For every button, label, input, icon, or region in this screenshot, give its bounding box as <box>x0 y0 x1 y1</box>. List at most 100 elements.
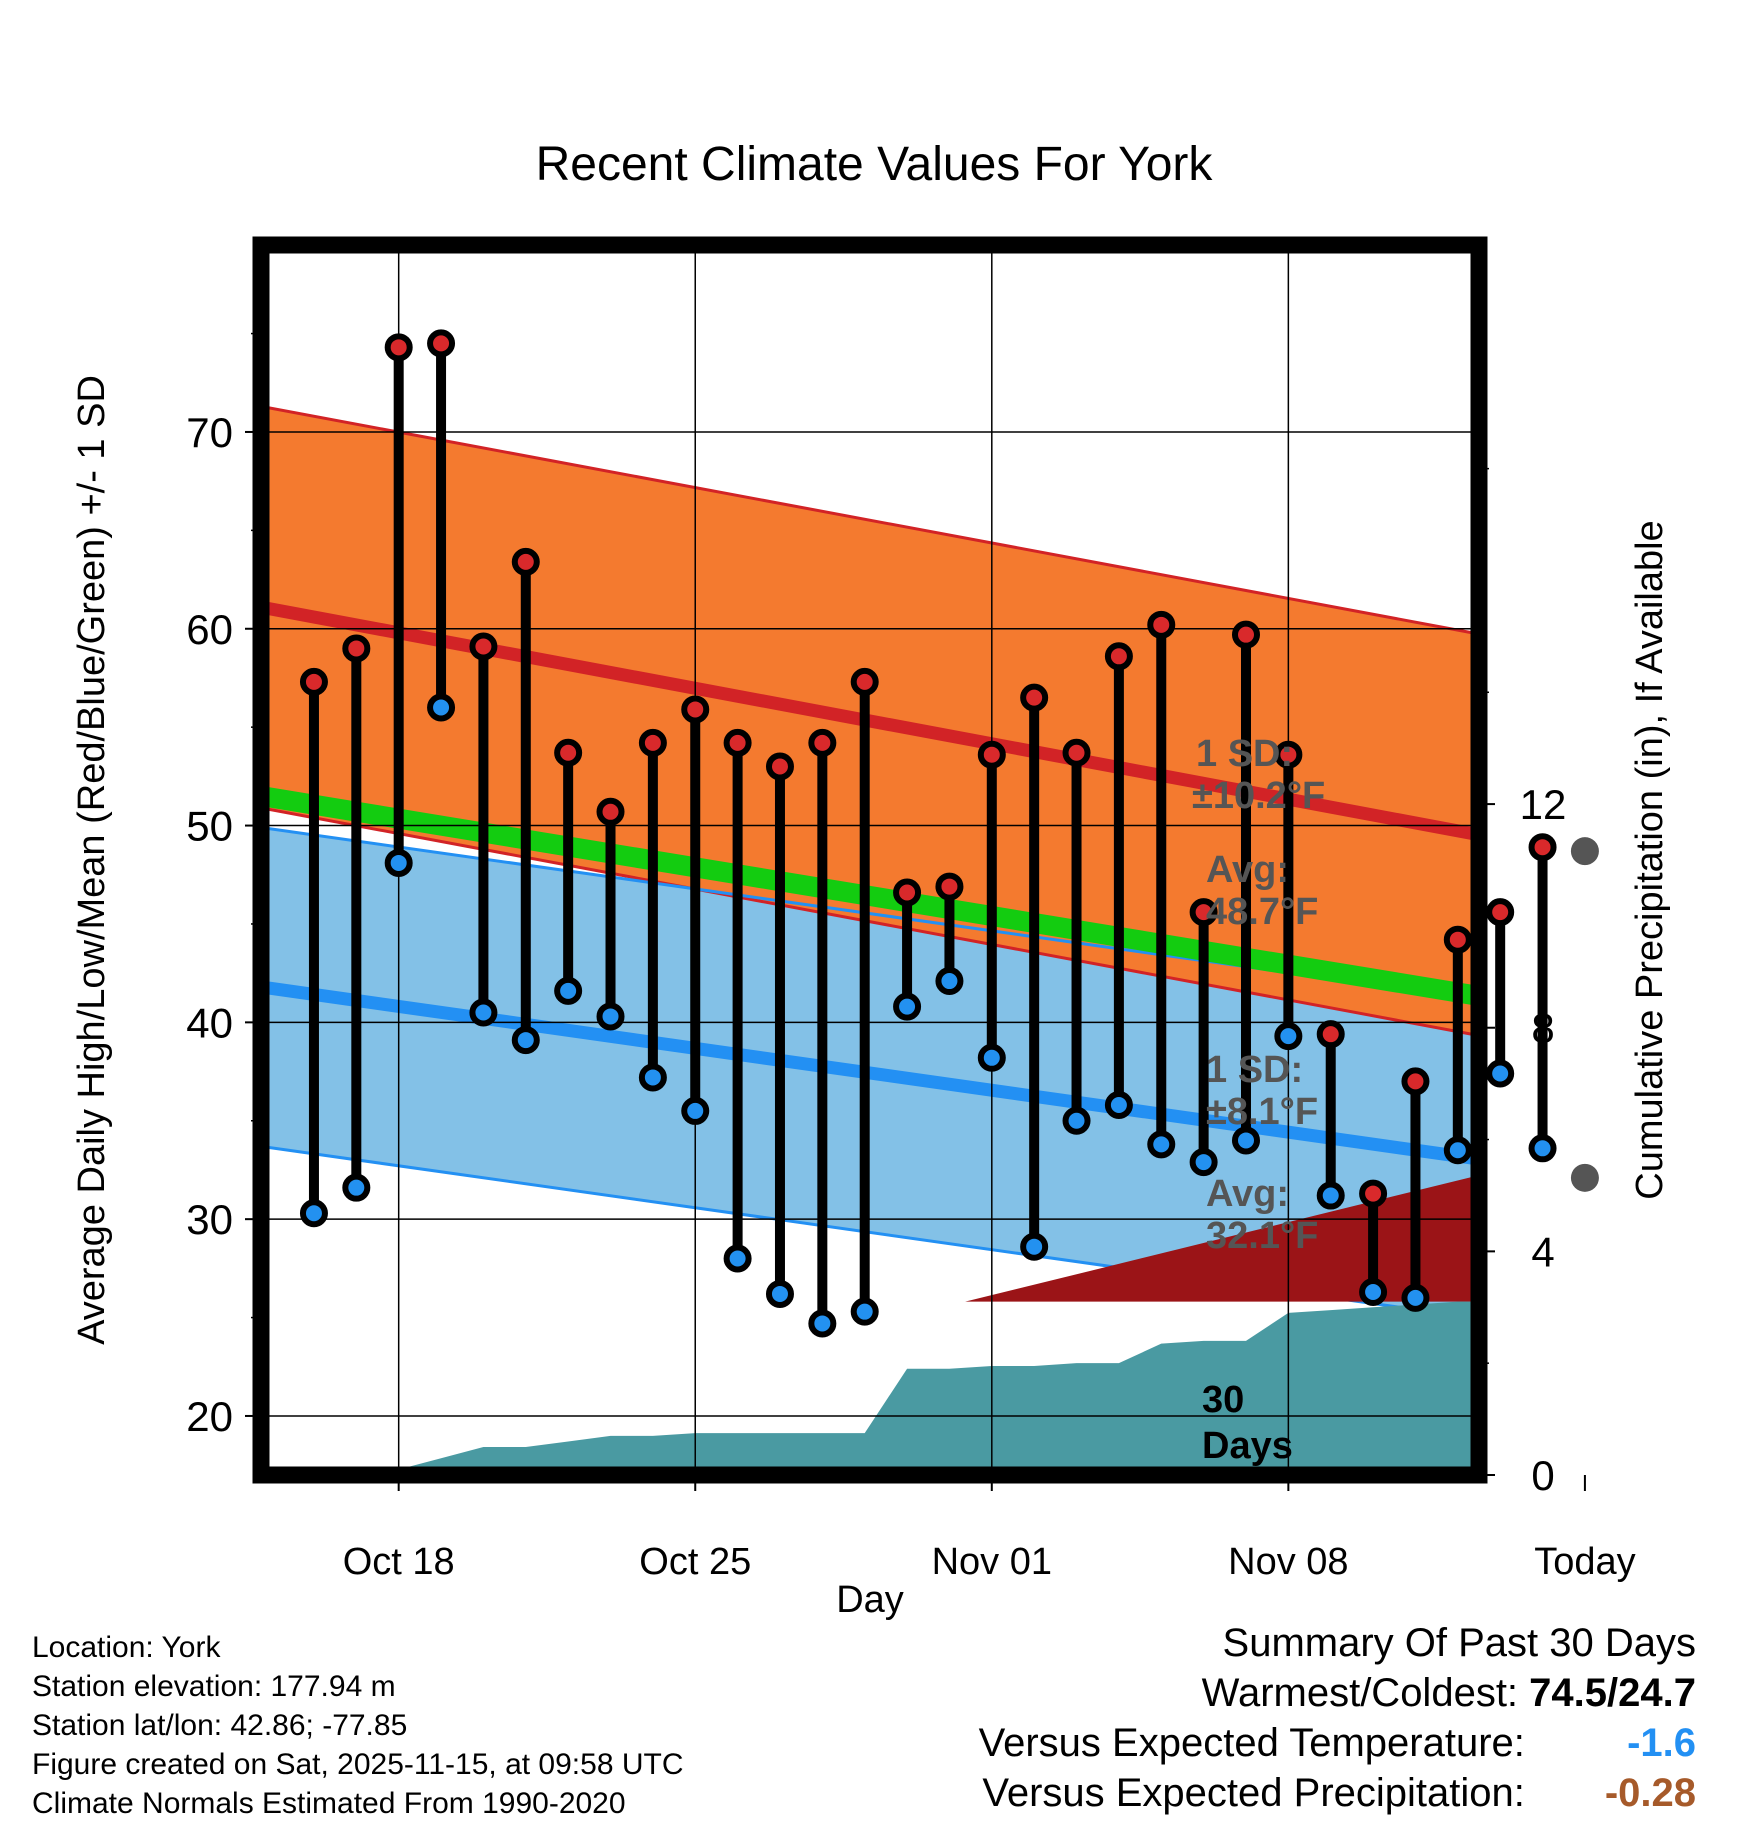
daily-low-marker <box>723 1244 752 1273</box>
daily-high-marker <box>681 695 710 724</box>
daily-high-marker <box>511 547 540 576</box>
daily-high-marker <box>1231 620 1260 649</box>
precip-deficit-wedge <box>965 1175 1479 1302</box>
daily-low-marker <box>638 1063 667 1092</box>
low-sd-value: ±8.1°F <box>1206 1091 1318 1133</box>
daily-low-marker <box>427 693 456 722</box>
chart-title: Recent Climate Values For York <box>536 138 1214 191</box>
warm-cold-row: Warmest/Coldest: 74.5/24.7 <box>979 1668 1696 1718</box>
daily-low-marker <box>935 967 964 996</box>
precip-anomaly-value: -0.28 <box>1604 1771 1696 1815</box>
temp-anomaly-label: Versus Expected Temperature: <box>978 1721 1525 1765</box>
daily-low-marker <box>1528 1134 1557 1163</box>
days-count-label: 30 <box>1202 1379 1244 1421</box>
x-axis-label: Day <box>836 1579 904 1620</box>
high-sd-value: ±10.2°F <box>1192 775 1325 817</box>
location-text: Location: York <box>32 1631 221 1664</box>
daily-low-marker <box>1231 1126 1260 1155</box>
daily-low-marker <box>1401 1283 1430 1312</box>
daily-low-marker <box>1062 1106 1091 1135</box>
y-tick-label: 30 <box>186 1196 233 1243</box>
y2-tick-label: 0 <box>1531 1452 1554 1499</box>
daily-high-marker <box>977 740 1006 769</box>
x-tick-label: Nov 08 <box>1228 1541 1348 1583</box>
y2-axis-label: Cumulative Precipitation (in), If Availa… <box>1629 520 1671 1199</box>
daily-high-marker <box>850 667 879 696</box>
daily-high-marker <box>1104 642 1133 671</box>
daily-low-marker <box>342 1173 371 1202</box>
daily-high-marker <box>935 872 964 901</box>
daily-high-marker <box>808 728 837 757</box>
daily-high-marker <box>1359 1179 1388 1208</box>
daily-high-marker <box>893 878 922 907</box>
daily-low-marker <box>1104 1091 1133 1120</box>
daily-low-marker <box>554 976 583 1005</box>
daily-high-marker <box>469 632 498 661</box>
daily-low-marker <box>977 1043 1006 1072</box>
daily-low-marker <box>765 1279 794 1308</box>
daily-high-marker <box>765 752 794 781</box>
created-text: Figure created on Sat, 2025-11-15, at 09… <box>32 1748 684 1781</box>
elevation-text: Station elevation: 177.94 m <box>32 1670 396 1703</box>
low-avg-value: 32.1°F <box>1206 1215 1318 1257</box>
daily-low-marker <box>1486 1059 1515 1088</box>
precip-area <box>377 1301 1479 1475</box>
daily-high-marker <box>342 634 371 663</box>
y-tick-label: 20 <box>186 1393 233 1440</box>
days-unit-label: Days <box>1202 1425 1293 1467</box>
y-tick-label: 60 <box>186 606 233 653</box>
y2-tick-label: 12 <box>1520 781 1567 828</box>
high-sd-upper-edge <box>261 404 1479 636</box>
daily-low-marker <box>1359 1277 1388 1306</box>
daily-low-marker <box>384 848 413 877</box>
climate-chart: Recent Climate Values For York 203040506… <box>71 138 1671 1620</box>
daily-high-marker <box>1528 833 1557 862</box>
today-low-avg-marker <box>1570 1163 1599 1192</box>
data-marks <box>299 329 1557 1338</box>
station-info: Location: York Station elevation: 177.94… <box>32 1628 684 1823</box>
y-tick-label: 50 <box>186 803 233 850</box>
warm-cold-value: 74.5/24.7 <box>1529 1671 1696 1715</box>
x-tick-label: Today <box>1534 1541 1635 1583</box>
plot-frame <box>252 236 1488 1484</box>
daily-high-marker <box>1147 610 1176 639</box>
latlon-text: Station lat/lon: 42.86; -77.85 <box>32 1709 408 1742</box>
daily-high-marker <box>1274 740 1303 769</box>
y-axis-label: Average Daily High/Low/Mean (Red/Blue/Gr… <box>71 375 113 1345</box>
daily-low-marker <box>1274 1022 1303 1051</box>
precip-anomaly-label: Versus Expected Precipitation: <box>982 1771 1525 1815</box>
temp-anomaly-row: Versus Expected Temperature: -1.6 <box>979 1718 1696 1768</box>
daily-low-marker <box>850 1297 879 1326</box>
temp-anomaly-value: -1.6 <box>1627 1721 1696 1765</box>
daily-high-marker <box>299 667 328 696</box>
mean-normal-line <box>261 786 1479 1007</box>
high-sd-label: 1 SD: <box>1196 733 1293 775</box>
daily-high-marker <box>1189 898 1218 927</box>
high-normal-line <box>261 600 1479 842</box>
summary-panel: Summary Of Past 30 Days Warmest/Coldest:… <box>979 1618 1696 1818</box>
high-avg-label: Avg: <box>1206 849 1289 891</box>
daily-high-marker <box>638 728 667 757</box>
x-tick-label: Oct 18 <box>343 1541 455 1583</box>
daily-high-marker <box>554 738 583 767</box>
daily-high-marker <box>384 333 413 362</box>
daily-high-marker <box>1020 683 1049 712</box>
low-sd-upper-edge <box>261 826 1479 1002</box>
daily-low-marker <box>1020 1232 1049 1261</box>
daily-high-marker <box>723 728 752 757</box>
y2-tick-label: 4 <box>1531 1228 1554 1275</box>
daily-low-marker <box>1443 1136 1472 1165</box>
daily-high-marker <box>1062 738 1091 767</box>
low-sd-label: 1 SD: <box>1206 1049 1303 1091</box>
y-tick-label: 70 <box>186 409 233 456</box>
daily-high-marker <box>1486 898 1515 927</box>
daily-low-marker <box>1147 1130 1176 1159</box>
warm-cold-label: Warmest/Coldest: <box>1201 1671 1519 1715</box>
daily-low-marker <box>681 1096 710 1125</box>
daily-high-marker <box>596 797 625 826</box>
x-tick-label: Nov 01 <box>932 1541 1052 1583</box>
daily-low-marker <box>469 998 498 1027</box>
today-high-avg-marker <box>1570 837 1599 866</box>
